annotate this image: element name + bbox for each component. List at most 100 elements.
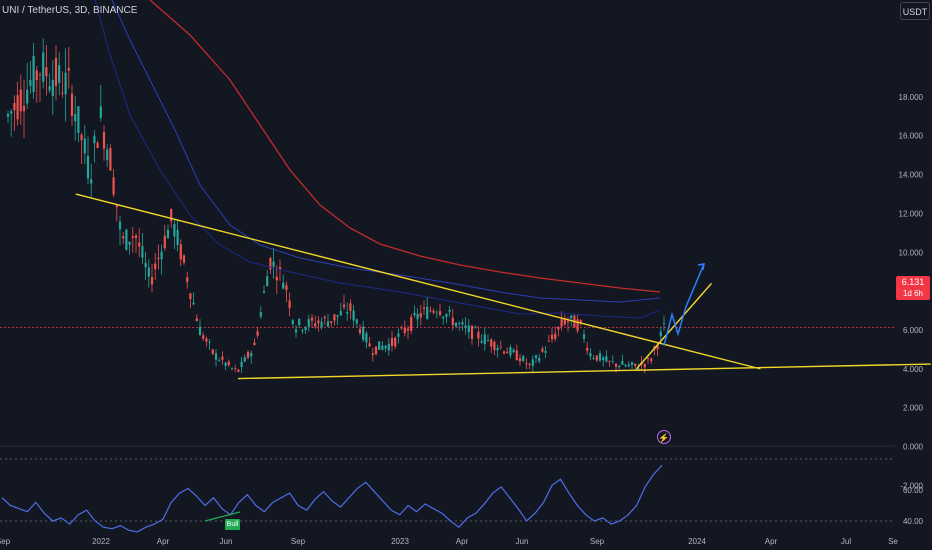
candle-body — [541, 348, 544, 352]
x-tick-label: Jun — [516, 537, 529, 546]
current-price-tag: 6.131 1d 6h — [896, 276, 930, 300]
candle-body — [605, 356, 608, 362]
candle-body — [179, 244, 182, 260]
candle-body — [90, 179, 93, 184]
candle-body — [384, 345, 387, 349]
candle-body — [304, 326, 307, 331]
candle-body — [349, 303, 352, 311]
candle-body — [486, 340, 490, 342]
candle-body — [330, 321, 333, 323]
candle-body — [253, 342, 256, 346]
upper-trendline — [75, 193, 761, 370]
candle-body — [358, 328, 362, 334]
candle-body — [202, 335, 205, 339]
candle-body — [32, 55, 35, 93]
candle-body — [144, 262, 147, 268]
candle-body — [502, 351, 506, 354]
candle-body — [342, 304, 346, 308]
candle-body — [394, 337, 397, 347]
candle-body — [586, 347, 589, 351]
bull-divergence-line — [204, 511, 241, 522]
bar-countdown: 1d 6h — [902, 289, 924, 298]
y-tick-label: 4.000 — [903, 365, 924, 374]
candle-body — [646, 358, 650, 359]
candle-body — [467, 325, 470, 333]
candle-body — [643, 363, 646, 368]
rsi-tick-label: 60.00 — [903, 486, 924, 495]
candle-body — [480, 341, 483, 343]
candle-body — [576, 319, 579, 331]
candle-body — [211, 349, 214, 354]
candle-body — [515, 350, 518, 361]
candle-body — [531, 359, 534, 366]
candle-body — [397, 333, 400, 337]
candle-body — [128, 241, 131, 245]
candle-body — [141, 246, 144, 258]
candle-body — [272, 261, 275, 267]
candle-body — [157, 257, 160, 259]
candle-body — [611, 361, 614, 363]
candle-body — [221, 356, 224, 360]
candle-body — [477, 331, 480, 339]
candle-body — [86, 155, 90, 179]
candle-body — [506, 351, 509, 354]
bull-divergence-badge: Bull — [225, 519, 240, 530]
candle-body — [80, 134, 83, 141]
candle-body — [93, 135, 96, 144]
x-tick-label: Sep — [590, 537, 605, 546]
candle-body — [186, 277, 189, 283]
candle-body — [416, 313, 419, 320]
y-tick-label: 12.000 — [899, 209, 924, 218]
candle-body — [310, 317, 314, 321]
candle-body — [614, 363, 618, 367]
candle-body — [400, 327, 403, 329]
candle-body — [618, 365, 621, 368]
x-tick-label: 2022 — [92, 537, 110, 546]
currency-button[interactable]: USDT — [900, 2, 930, 20]
candle-body — [320, 321, 323, 328]
candle-body — [150, 277, 154, 285]
candle-body — [294, 329, 298, 333]
candle-body — [352, 310, 355, 321]
candle-body — [659, 331, 662, 337]
candle-body — [595, 355, 598, 361]
candle-body — [182, 255, 186, 263]
candle-body — [662, 322, 666, 324]
candle-body — [403, 327, 406, 334]
candle-body — [298, 318, 301, 326]
candle-body — [483, 334, 486, 344]
x-tick-label: Jul — [841, 537, 851, 546]
lightning-icon[interactable]: ⚡ — [657, 430, 671, 444]
candle-body — [538, 357, 541, 362]
breakout-trendline — [635, 282, 713, 370]
candle-body — [371, 353, 374, 355]
candle-body — [38, 74, 42, 76]
candle-body — [51, 79, 54, 97]
lower-trendline — [237, 363, 931, 380]
candle-body — [362, 326, 365, 340]
candle-body — [170, 209, 173, 222]
y-tick-label: -2.000 — [900, 481, 923, 490]
candle-body — [333, 314, 336, 321]
candle-body — [621, 361, 624, 365]
candle-body — [192, 302, 195, 305]
candle-body — [582, 334, 586, 339]
candle-body — [243, 357, 246, 362]
candle-body — [458, 323, 461, 324]
candle-body — [58, 65, 61, 83]
candle-body — [48, 86, 51, 91]
candle-body — [198, 326, 202, 336]
candle-body — [592, 357, 595, 359]
candle-body — [429, 310, 432, 312]
candle-body — [390, 338, 394, 347]
candle-body — [214, 353, 218, 360]
candle-body — [195, 318, 198, 322]
candle-body — [499, 346, 502, 348]
y-tick-label: 2.000 — [903, 404, 924, 413]
candle-body — [570, 315, 573, 319]
candle-body — [550, 334, 554, 340]
candle-body — [470, 325, 474, 340]
candle-body — [269, 257, 272, 270]
